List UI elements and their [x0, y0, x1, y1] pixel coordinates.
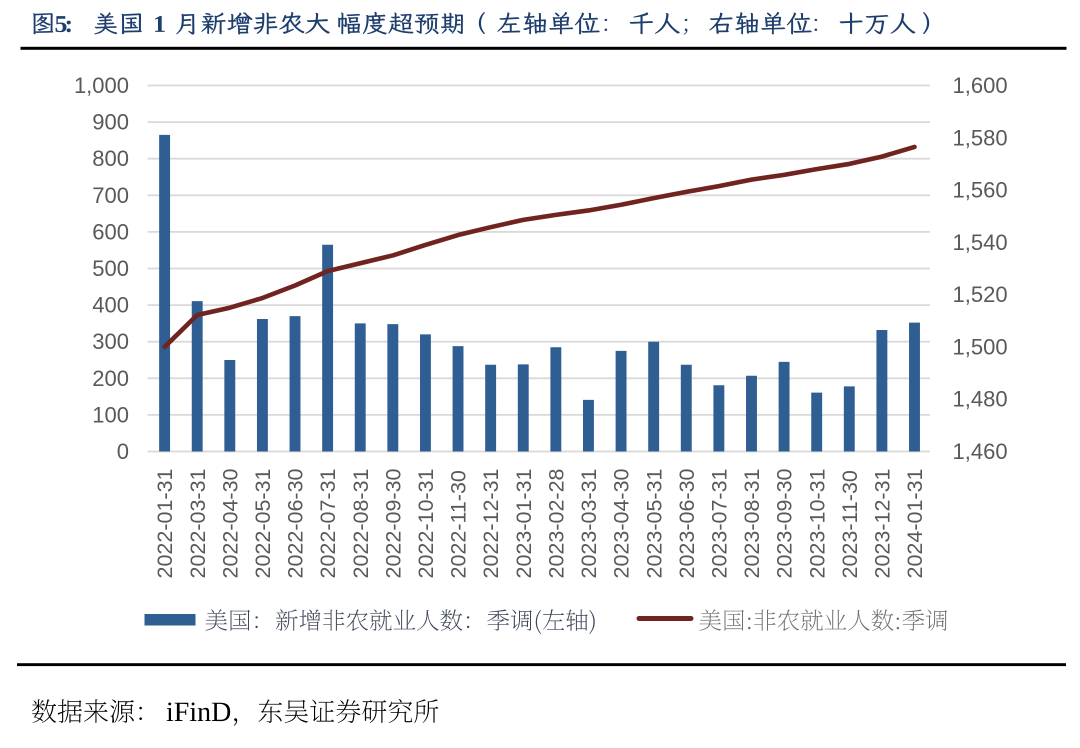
svg-text:2022-12-31: 2022-12-31 — [479, 469, 503, 579]
svg-text:400: 400 — [92, 293, 129, 318]
svg-text:2023-07-31: 2023-07-31 — [707, 469, 731, 579]
svg-text:0: 0 — [117, 439, 129, 464]
svg-text:2023-12-31: 2023-12-31 — [870, 469, 894, 579]
svg-text:600: 600 — [92, 219, 129, 244]
svg-text:2023-06-30: 2023-06-30 — [675, 468, 699, 578]
svg-text:2022-08-31: 2022-08-31 — [349, 469, 373, 579]
svg-text:100: 100 — [92, 402, 129, 427]
svg-text:300: 300 — [92, 329, 129, 354]
svg-text:200: 200 — [92, 366, 129, 391]
svg-text:2024-01-31: 2024-01-31 — [903, 469, 927, 579]
svg-text:2023-11-30: 2023-11-30 — [838, 470, 862, 578]
svg-text:1,460: 1,460 — [953, 439, 1008, 464]
svg-text:2022-07-31: 2022-07-31 — [316, 469, 340, 579]
svg-text:800: 800 — [92, 146, 129, 171]
svg-text:2022-11-30: 2022-11-30 — [447, 470, 471, 578]
svg-text:2022-09-30: 2022-09-30 — [381, 468, 405, 578]
svg-text:2023-08-31: 2023-08-31 — [740, 469, 764, 579]
svg-text:1,520: 1,520 — [953, 282, 1008, 307]
svg-text:2022-04-30: 2022-04-30 — [218, 468, 242, 578]
svg-text:2022-03-31: 2022-03-31 — [186, 469, 210, 579]
svg-text:2022-10-31: 2022-10-31 — [414, 469, 438, 579]
svg-text:1,500: 1,500 — [953, 334, 1008, 359]
svg-text:1,480: 1,480 — [953, 387, 1008, 412]
svg-text:1,540: 1,540 — [953, 230, 1008, 255]
svg-text:2023-10-31: 2023-10-31 — [805, 469, 829, 579]
svg-text:2022-06-30: 2022-06-30 — [284, 468, 308, 578]
svg-text:2023-03-31: 2023-03-31 — [577, 469, 601, 579]
svg-text:1,560: 1,560 — [953, 178, 1008, 203]
svg-text:2022-01-31: 2022-01-31 — [153, 469, 177, 579]
svg-text:2023-05-31: 2023-05-31 — [642, 469, 666, 579]
svg-text:500: 500 — [92, 256, 129, 281]
svg-text:1,580: 1,580 — [953, 125, 1008, 150]
svg-text:700: 700 — [92, 183, 129, 208]
svg-text:1,000: 1,000 — [74, 73, 129, 98]
svg-text:2023-01-31: 2023-01-31 — [512, 469, 536, 579]
svg-text:2022-05-31: 2022-05-31 — [251, 469, 275, 579]
svg-text:2023-04-30: 2023-04-30 — [610, 468, 634, 578]
svg-text:1,600: 1,600 — [953, 73, 1008, 98]
svg-text:2023-02-28: 2023-02-28 — [544, 468, 568, 578]
svg-text:900: 900 — [92, 110, 129, 135]
svg-text:2023-09-30: 2023-09-30 — [773, 468, 797, 578]
